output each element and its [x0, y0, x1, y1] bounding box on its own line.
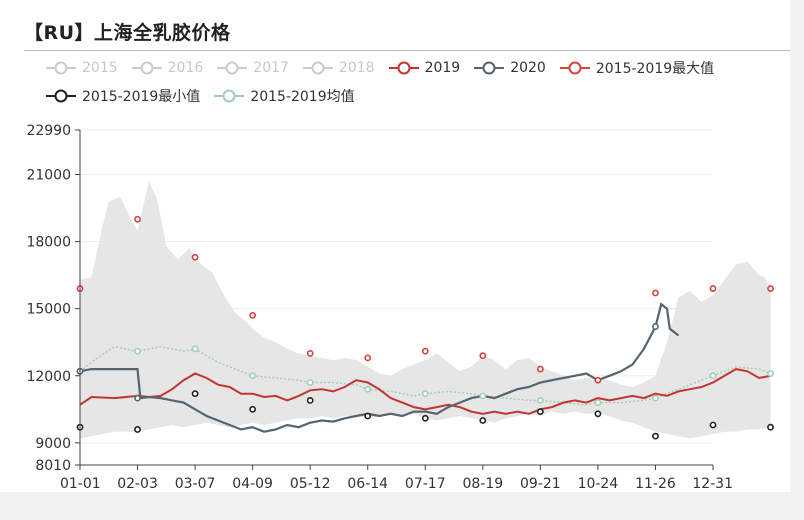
legend-label: 2015-2019最大值	[595, 61, 715, 77]
min-point	[306, 396, 314, 404]
x-tick-label: 02-03	[117, 476, 158, 492]
legend-marker-icon	[131, 61, 162, 75]
series-line-2019	[79, 368, 771, 415]
avg-point	[479, 392, 487, 400]
legend-label: 2015	[82, 60, 118, 76]
legend-label: 2017	[253, 60, 289, 76]
max-point	[709, 285, 717, 292]
legend-item-2017[interactable]: 2017	[217, 60, 289, 76]
avg-point	[134, 347, 141, 355]
avg-point	[709, 372, 717, 380]
avg-point	[421, 390, 429, 398]
max-point	[536, 365, 544, 373]
max-point	[134, 215, 141, 223]
legend-item-2015-2019最大值[interactable]: 2015-2019最大值	[559, 58, 715, 78]
legend-label: 2015-2019均值	[250, 89, 355, 105]
y-tick-label: 12000	[26, 369, 71, 385]
legend-marker-icon	[46, 89, 76, 103]
x-tick-label: 07-17	[405, 476, 446, 492]
legend-row: 2015 2016 2017 2018 2019 2020 2015-2019最大值	[46, 54, 786, 82]
title-divider	[24, 50, 790, 51]
x-tick-label: 11-26	[635, 476, 676, 492]
x-tick-label: 05-12	[290, 476, 331, 492]
min-point	[249, 405, 257, 413]
min-point	[536, 408, 544, 415]
legend-row: 2015-2019最小值 2015-2019均值	[46, 82, 786, 110]
y-tick-label: 15000	[26, 302, 71, 318]
y-tick-label: 9000	[35, 436, 71, 452]
x-tick-label: 10-24	[578, 476, 619, 492]
x-tick-label: 09-21	[520, 476, 561, 492]
page-title: 【RU】上海全乳胶价格	[24, 22, 231, 44]
avg-point	[364, 385, 372, 393]
min-point	[594, 410, 602, 418]
min-point	[479, 417, 487, 424]
min-point	[652, 432, 659, 440]
min-point	[364, 412, 372, 420]
max-point	[249, 311, 257, 319]
legend-item-2018[interactable]: 2018	[302, 60, 375, 76]
legend-marker-icon	[214, 89, 245, 103]
min-point	[191, 390, 199, 398]
legend-item-2015-2019最小值[interactable]: 2015-2019最小值	[46, 86, 200, 106]
max-point	[652, 289, 659, 297]
series-point-2020	[652, 323, 659, 330]
max-point	[421, 347, 429, 355]
x-tick-label: 04-09	[232, 476, 273, 492]
y-tick-label: 18000	[26, 235, 71, 251]
min-point	[134, 426, 141, 433]
legend-marker-icon	[474, 61, 505, 75]
legend-item-2019[interactable]: 2019	[388, 60, 461, 76]
series-point-2020	[134, 394, 141, 402]
legend-marker-icon	[302, 61, 333, 75]
max-point	[191, 253, 199, 261]
x-tick-label: 03-07	[175, 476, 216, 492]
max-point	[594, 376, 602, 384]
legend-marker-icon	[46, 61, 76, 75]
max-point	[306, 350, 314, 357]
legend-marker-icon	[217, 61, 248, 75]
legend-label: 2016	[167, 60, 204, 76]
legend-item-2016[interactable]: 2016	[131, 60, 204, 76]
avg-point	[652, 394, 659, 402]
legend-label: 2020	[510, 60, 546, 76]
legend-marker-icon	[559, 61, 590, 75]
legend-item-2015[interactable]: 2015	[46, 60, 118, 76]
legend-item-2015-2019均值[interactable]: 2015-2019均值	[214, 86, 355, 106]
legend-item-2020[interactable]: 2020	[474, 60, 546, 76]
min-point	[421, 414, 429, 422]
avg-point	[249, 372, 257, 380]
legend: 2015 2016 2017 2018 2019 2020 2015-2019最大值 201…	[46, 54, 786, 110]
legend-label: 2018	[338, 60, 375, 76]
legend-label: 2015-2019最小值	[82, 89, 201, 105]
avg-point	[306, 379, 314, 386]
min-point	[709, 421, 717, 429]
legend-marker-icon	[388, 61, 419, 75]
avg-point	[594, 399, 602, 407]
max-point	[767, 285, 774, 292]
legend-label: 2019	[424, 60, 461, 76]
max-point	[479, 352, 487, 360]
x-tick-label: 06-14	[347, 476, 388, 492]
avg-point	[536, 396, 544, 404]
y-tick-label: 8010	[35, 458, 71, 474]
min-point	[767, 423, 774, 431]
avg-point	[191, 345, 199, 353]
max-point	[364, 354, 372, 362]
avg-point	[767, 370, 774, 377]
y-tick-label: 21000	[26, 168, 71, 184]
x-tick-label: 01-01	[60, 476, 101, 492]
x-tick-label: 12-31	[692, 476, 733, 492]
x-tick-label: 08-19	[462, 476, 503, 492]
y-tick-label: 22990	[26, 123, 71, 139]
